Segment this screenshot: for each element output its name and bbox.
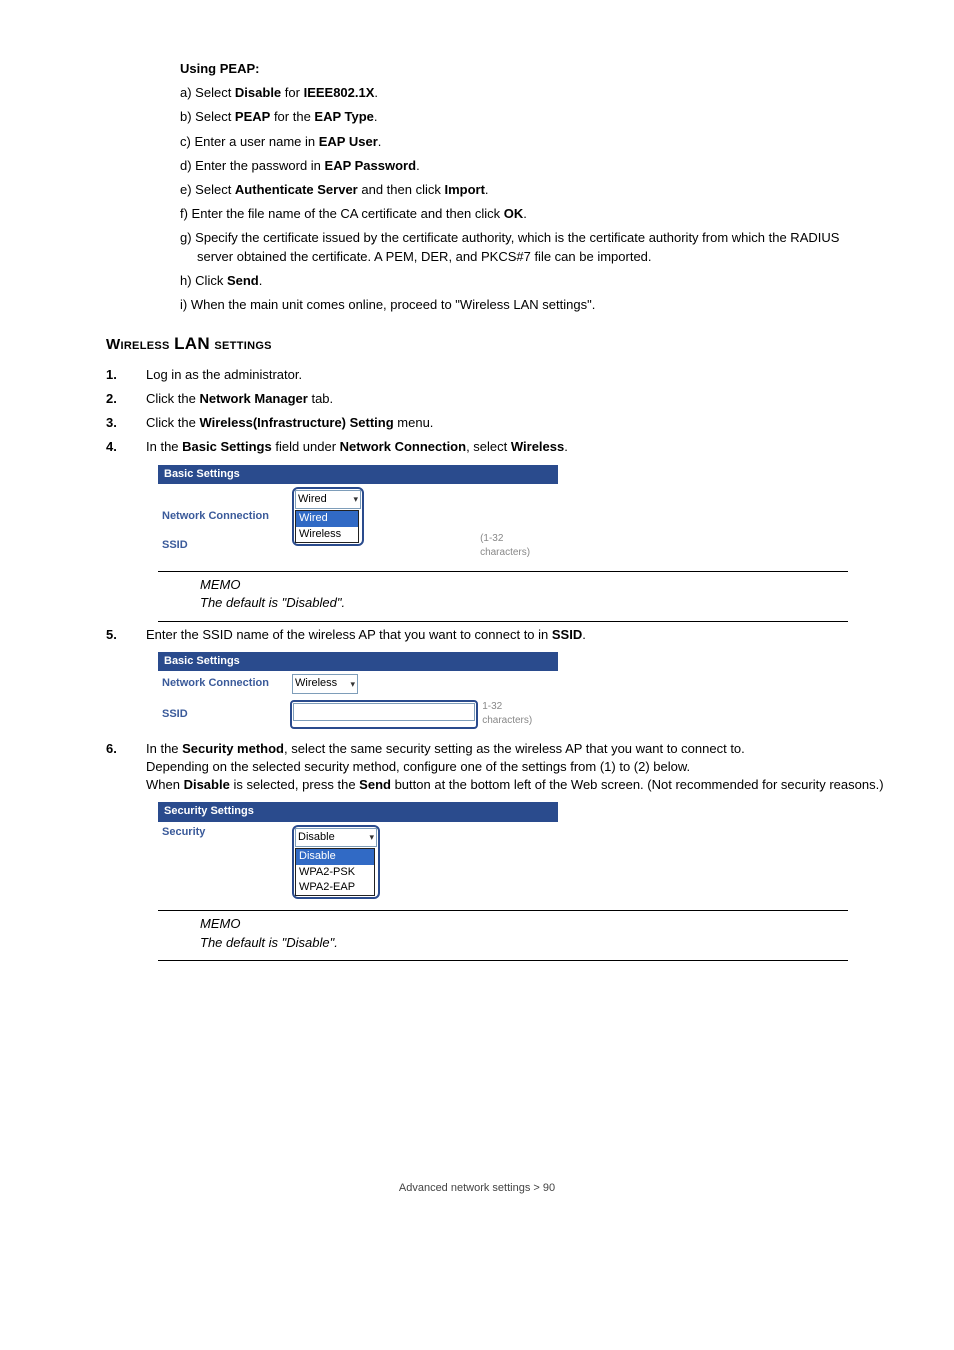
page-footer: Advanced network settings > 90	[70, 1181, 884, 1196]
security-select[interactable]: Disable▾	[295, 828, 377, 847]
memo-rule	[158, 571, 848, 572]
wlan-heading: Wireless LAN settings	[106, 332, 884, 356]
peap-step-i: i) When the main unit comes online, proc…	[180, 296, 884, 314]
peap-step-e: e) Select Authenticate Server and then c…	[180, 181, 884, 199]
chevron-down-icon: ▾	[345, 493, 358, 506]
memo-2: MEMO The default is "Disable".	[200, 915, 884, 951]
step-5: 5. Enter the SSID name of the wireless A…	[70, 626, 884, 644]
chevron-down-icon: ▾	[361, 831, 374, 844]
network-connection-dropdown[interactable]: Wired Wireless	[295, 510, 359, 543]
step-4: 4. In the Basic Settings field under Net…	[70, 438, 884, 456]
network-connection-select[interactable]: Wired▾	[295, 490, 361, 509]
step-6: 6. In the Security method, select the sa…	[70, 740, 884, 795]
screenshot-basic-1: Basic Settings Network Connection Wired▾…	[158, 465, 558, 564]
peap-title: Using PEAP:	[180, 61, 259, 76]
screenshot-security: Security Settings Security Disable▾ Disa…	[158, 802, 558, 902]
step-1: 1. Log in as the administrator.	[70, 366, 884, 384]
ssid-input[interactable]	[293, 703, 475, 721]
peap-step-d: d) Enter the password in EAP Password.	[180, 157, 884, 175]
step-2: 2. Click the Network Manager tab.	[70, 390, 884, 408]
memo-1: MEMO The default is "Disabled".	[200, 576, 884, 612]
security-dropdown[interactable]: Disable WPA2-PSK WPA2-EAP	[295, 848, 375, 896]
peap-step-b: b) Select PEAP for the EAP Type.	[180, 108, 884, 126]
peap-step-g: g) Specify the certificate issued by the…	[197, 229, 884, 265]
peap-step-f: f) Enter the file name of the CA certifi…	[180, 205, 884, 223]
chevron-down-icon: ▾	[342, 678, 355, 691]
step-3: 3. Click the Wireless(Infrastructure) Se…	[70, 414, 884, 432]
peap-step-a: a) Select Disable for IEEE802.1X.	[180, 84, 884, 102]
screenshot-basic-2: Basic Settings Network Connection Wirele…	[158, 652, 558, 732]
network-connection-select-2[interactable]: Wireless▾	[292, 674, 358, 693]
peap-step-c: c) Enter a user name in EAP User.	[180, 133, 884, 151]
peap-step-h: h) Click Send.	[180, 272, 884, 290]
